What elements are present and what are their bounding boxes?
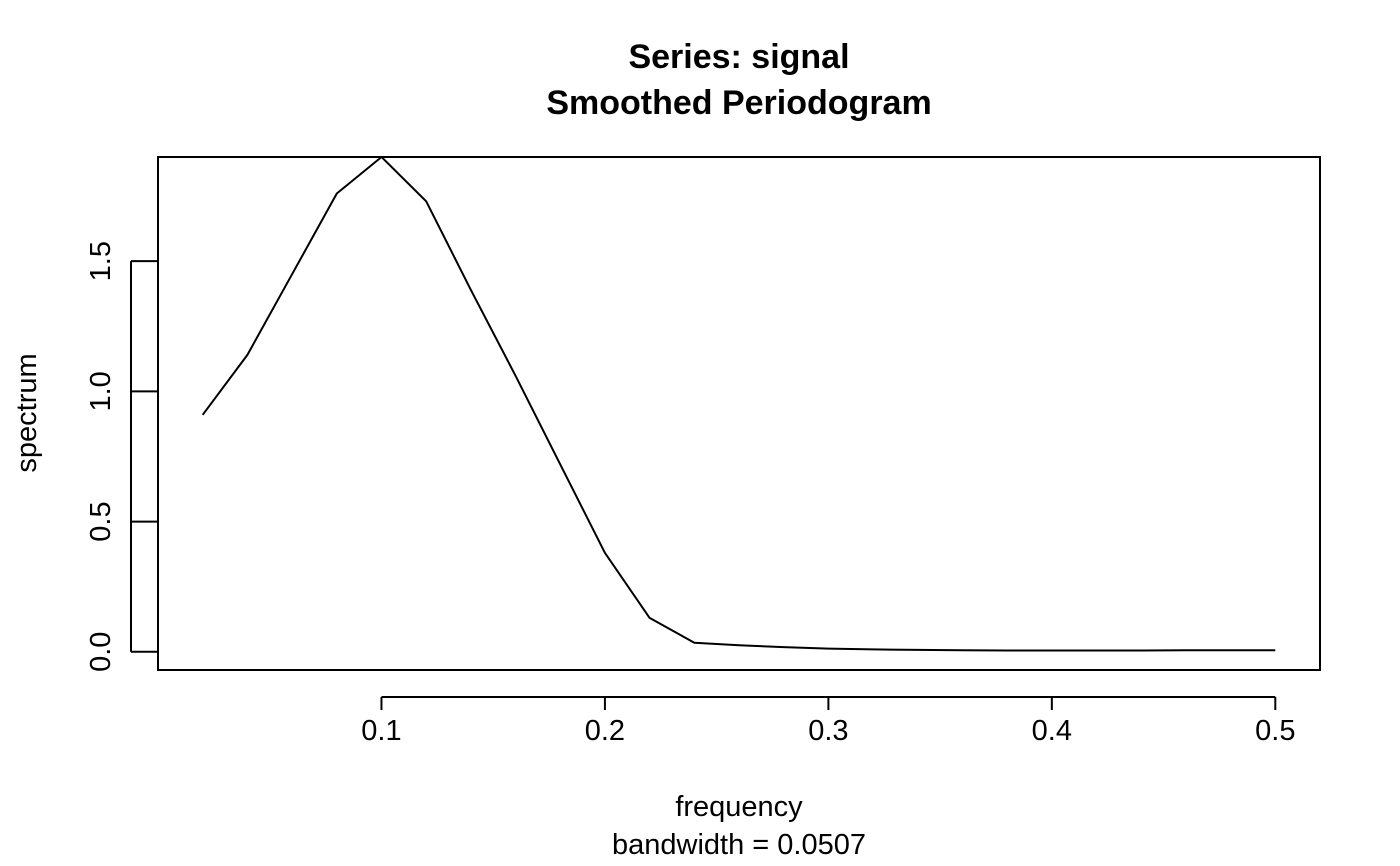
plot-frame (157, 156, 1321, 671)
x-tick-label: 0.5 (1255, 715, 1295, 747)
y-axis: 0.0 0.5 1.0 1.5 (85, 241, 158, 672)
x-axis-label: frequency (675, 791, 803, 823)
series-layer (201, 156, 1276, 652)
x-axis: 0.1 0.2 0.3 0.4 0.5 (361, 696, 1295, 747)
y-tick-label: 1.0 (85, 371, 117, 411)
chart-title: Series: signal (628, 38, 849, 76)
x-tick-label: 0.3 (808, 715, 848, 747)
x-axis-sublabel: bandwidth = 0.0507 (612, 829, 866, 861)
spectrum-line (201, 156, 1276, 652)
y-axis-label: spectrum (11, 353, 43, 472)
y-tick-label: 0.0 (85, 632, 117, 672)
x-tick-label: 0.1 (361, 715, 401, 747)
chart-subtitle: Smoothed Periodogram (546, 84, 931, 122)
x-tick-label: 0.2 (585, 715, 625, 747)
y-tick-label: 0.5 (85, 501, 117, 541)
y-tick-label: 1.5 (85, 241, 117, 281)
x-tick-label: 0.4 (1032, 715, 1072, 747)
